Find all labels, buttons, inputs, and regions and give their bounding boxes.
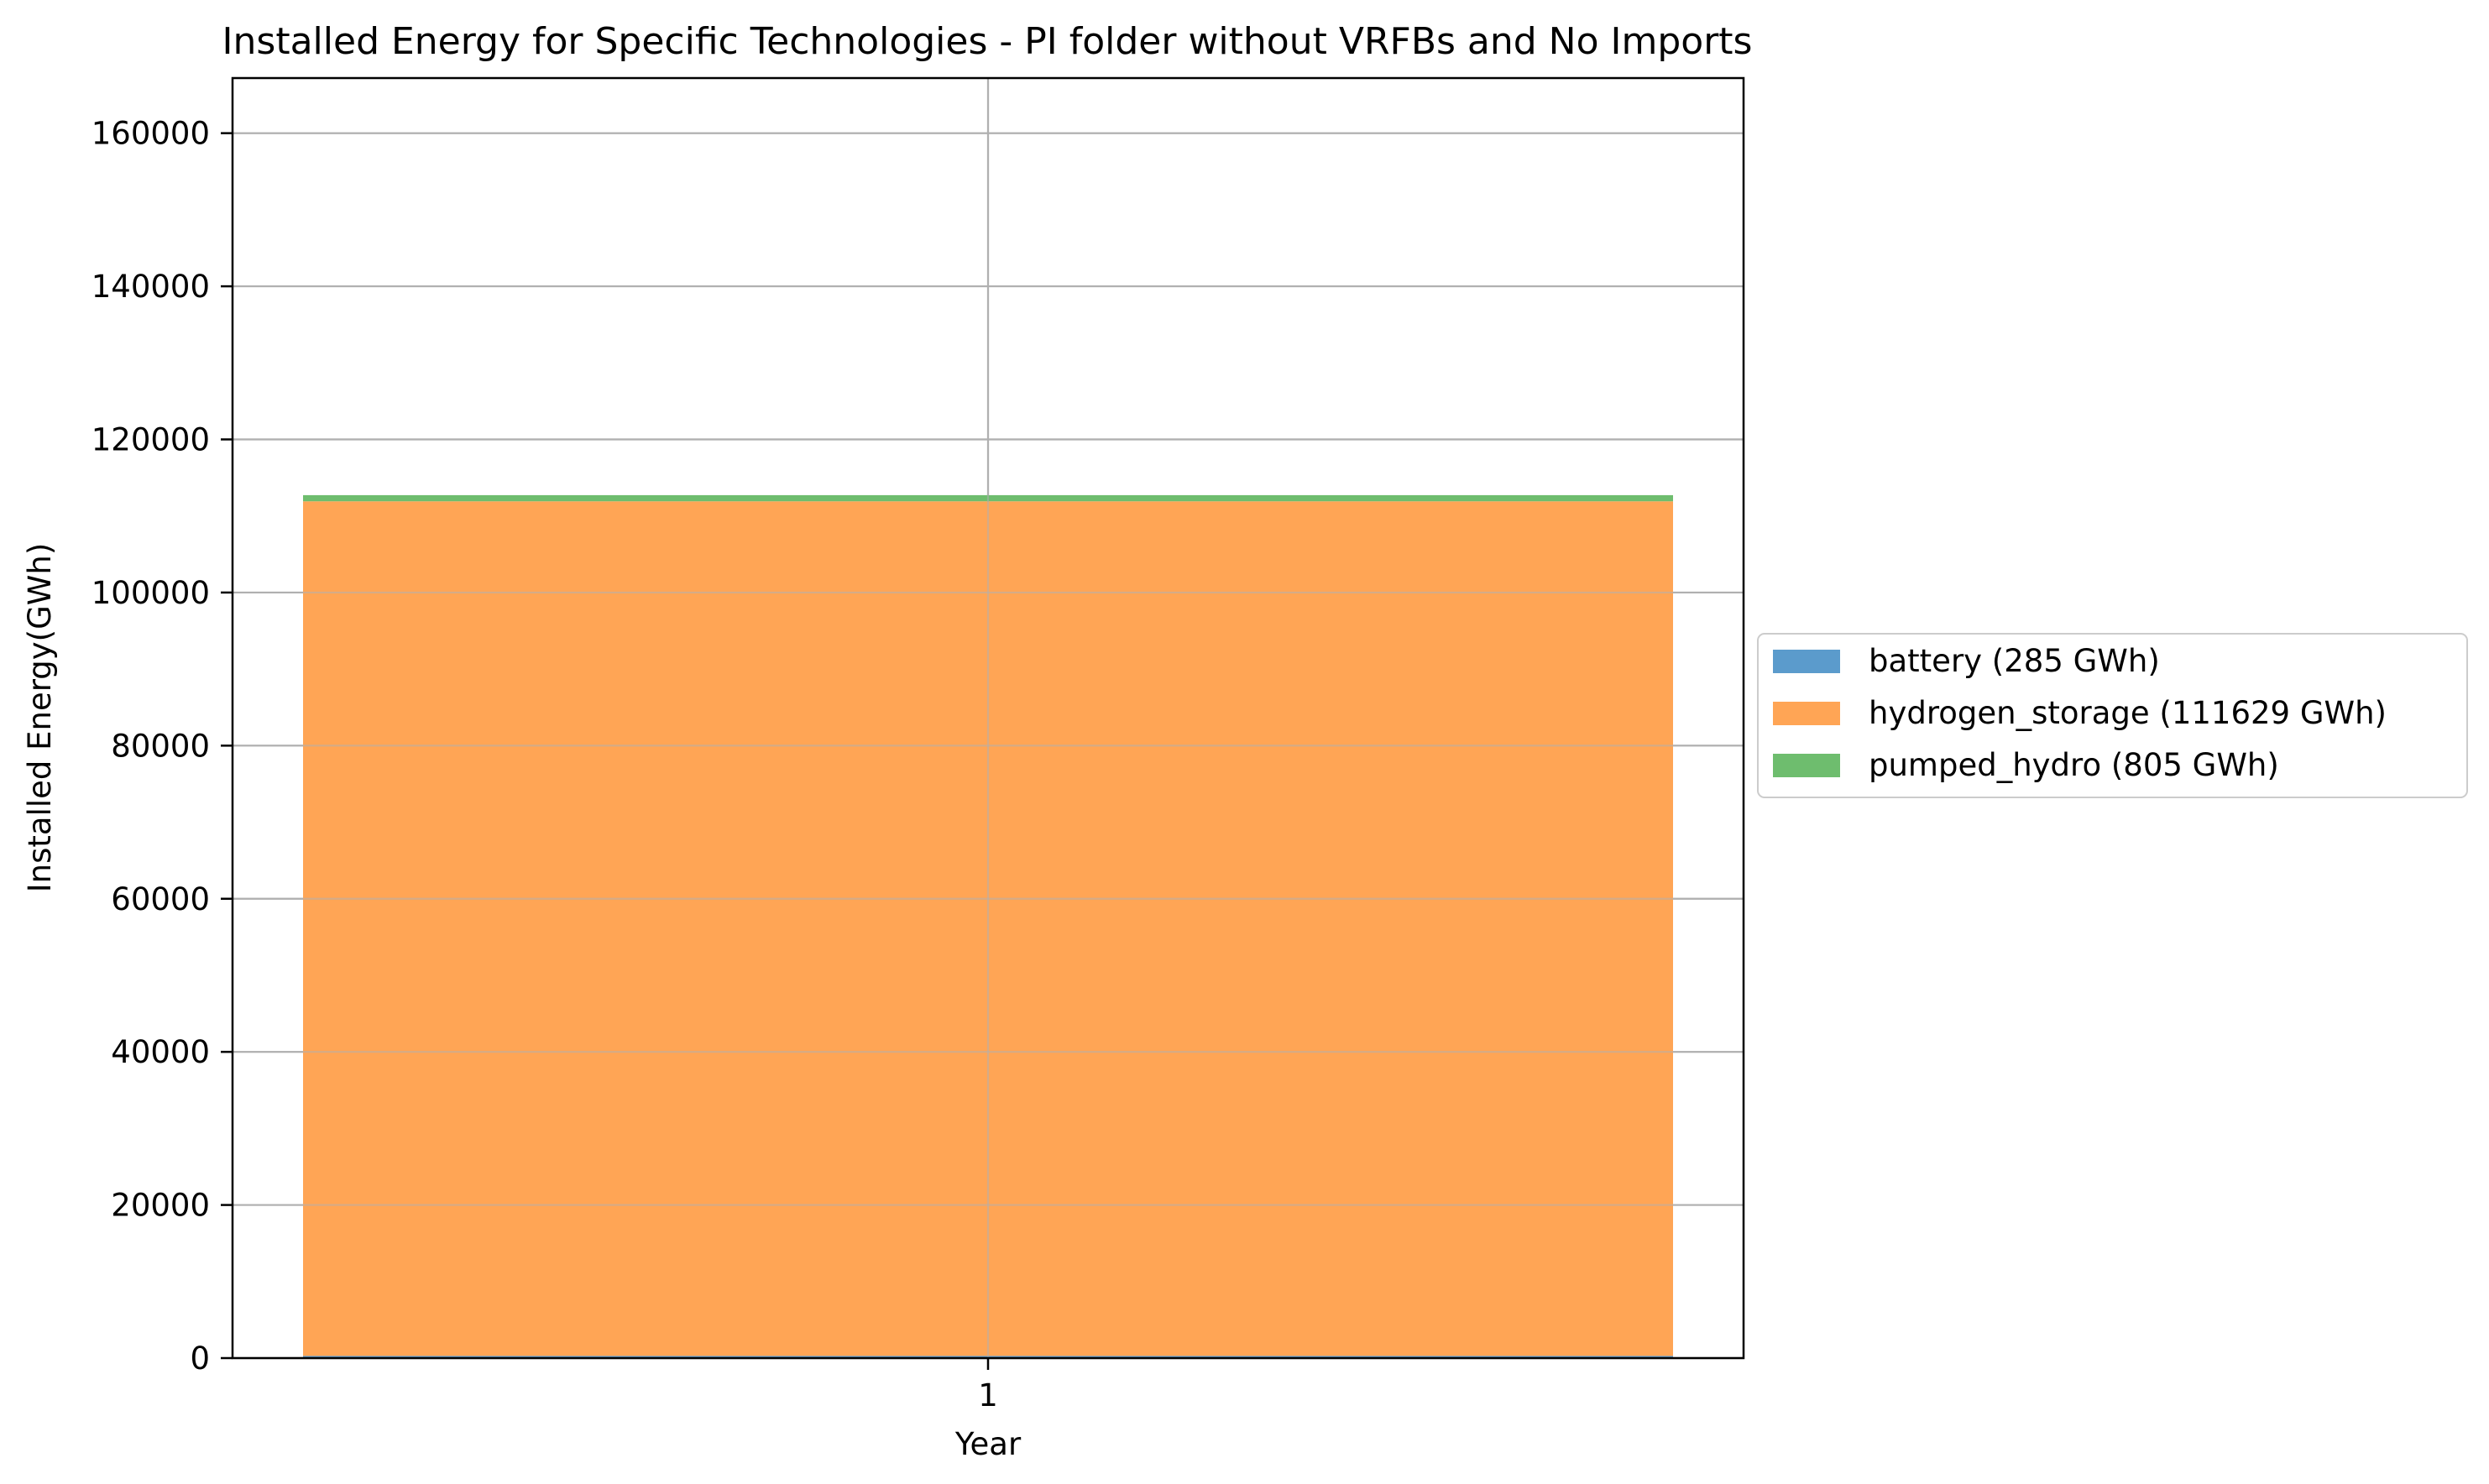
y-tick-label: 120000 <box>92 422 210 458</box>
chart-title: Installed Energy for Specific Technologi… <box>222 20 1753 63</box>
x-tick-label: 1 <box>978 1377 998 1413</box>
legend-frame <box>1757 633 2468 798</box>
y-axis-label: Installed Energy(GWh) <box>22 543 58 893</box>
legend-label: pumped_hydro (805 GWh) <box>1869 747 2279 783</box>
legend-swatch <box>1773 754 1840 777</box>
x-axis-label: Year <box>954 1426 1022 1462</box>
y-tick-label: 80000 <box>111 728 210 764</box>
y-tick-label: 0 <box>190 1340 210 1377</box>
legend-label: hydrogen_storage (111629 GWh) <box>1869 695 2387 731</box>
y-axis-ticks: 0 20000 40000 60000 80000 100000 120000 140000 1… <box>92 116 233 1377</box>
legend-label: battery (285 GWh) <box>1869 643 2160 679</box>
x-axis-ticks: 1 <box>978 1358 998 1413</box>
legend: battery (285 GWh) hydrogen_storage (11162… <box>1757 633 2468 798</box>
legend-swatch <box>1773 650 1840 673</box>
y-tick-label: 20000 <box>111 1188 210 1224</box>
y-tick-label: 100000 <box>92 575 210 611</box>
legend-items: battery (285 GWh) hydrogen_storage (11162… <box>1773 643 2387 783</box>
y-tick-label: 60000 <box>111 881 210 917</box>
y-tick-label: 160000 <box>92 116 210 152</box>
legend-swatch <box>1773 702 1840 725</box>
y-tick-label: 40000 <box>111 1034 210 1070</box>
y-tick-label: 140000 <box>92 269 210 305</box>
